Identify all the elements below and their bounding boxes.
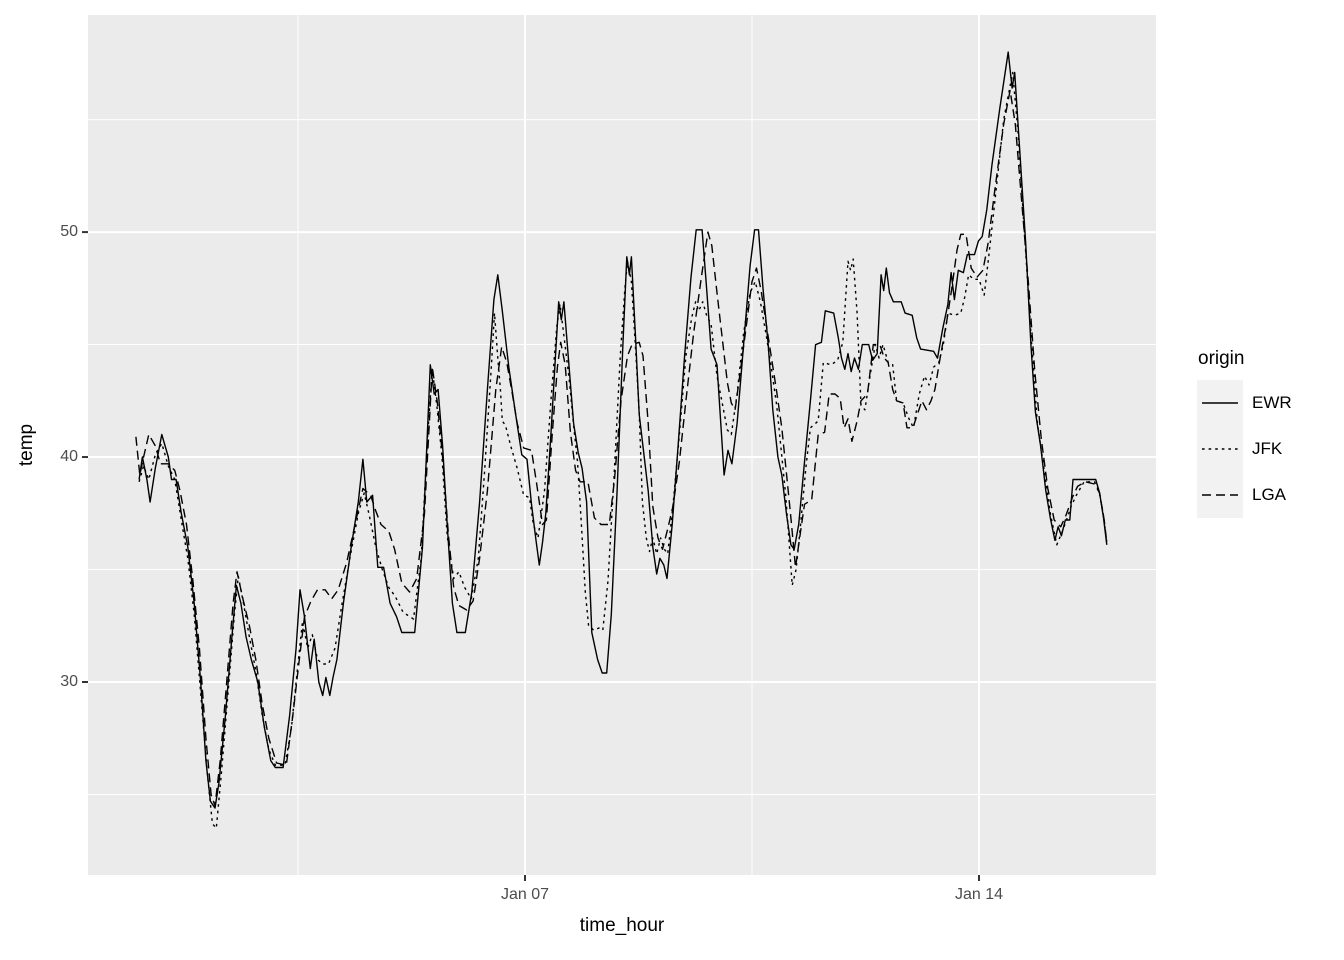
x-tick-label-jan07: Jan 07 xyxy=(500,886,550,903)
y-tick-label-40: 40 xyxy=(60,448,78,465)
temperature-line-series xyxy=(135,51,1108,829)
x-tick-label-jan14: Jan 14 xyxy=(954,886,1004,903)
legend-key-dashed-line-icon xyxy=(1197,472,1243,518)
panel-background xyxy=(88,15,1156,875)
legend-key-dotted-line-icon xyxy=(1197,426,1243,472)
legend-label-ewr: EWR xyxy=(1252,393,1292,412)
legend-label-jfk: JFK xyxy=(1252,439,1283,458)
legend-key-solid-line-icon xyxy=(1197,380,1243,426)
line-lga xyxy=(135,89,1108,807)
legend-entry-ewr: EWR xyxy=(1197,380,1292,426)
axis-tick-marks xyxy=(82,231,981,881)
legend-entry-jfk: JFK xyxy=(1197,426,1292,472)
x-axis-title: time_hour xyxy=(579,915,665,936)
legend-label-lga: LGA xyxy=(1252,485,1287,504)
major-gridlines xyxy=(88,15,1156,875)
minor-gridlines xyxy=(88,15,1156,875)
legend-entry-lga: LGA xyxy=(1197,472,1292,518)
y-tick-label-50: 50 xyxy=(60,223,78,240)
y-tick-label-30: 30 xyxy=(60,673,78,690)
line-jfk xyxy=(138,71,1108,829)
legend: origin EWR JFK LGA xyxy=(1197,348,1292,518)
legend-title: origin xyxy=(1198,348,1245,369)
y-axis-title: temp xyxy=(16,423,37,467)
